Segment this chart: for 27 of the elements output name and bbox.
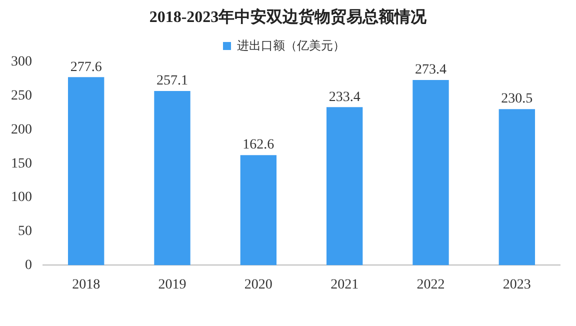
data-label: 162.6 — [242, 138, 274, 153]
bar — [154, 91, 190, 266]
bar — [498, 109, 536, 266]
bar — [68, 77, 104, 266]
data-label: 277.6 — [70, 60, 102, 75]
x-tick-label: 2021 — [330, 277, 359, 292]
bar — [326, 107, 363, 266]
data-label: 257.1 — [156, 74, 188, 89]
x-tick-label: 2018 — [72, 277, 100, 292]
y-tick-label: 50 — [18, 224, 32, 240]
legend-label: 进出口额（亿美元） — [237, 38, 345, 52]
x-tick-label: 2023 — [502, 277, 531, 292]
y-tick-label: 300 — [11, 54, 32, 70]
y-tick-label: 250 — [11, 88, 32, 104]
x-tick-label: 2022 — [416, 277, 445, 292]
y-tick-label: 200 — [11, 122, 32, 138]
bar — [412, 80, 449, 266]
y-tick-label: 150 — [11, 156, 32, 172]
bar — [240, 155, 277, 266]
y-tick-label: 0 — [25, 258, 32, 273]
y-tick-label: 100 — [11, 190, 32, 206]
data-label: 230.5 — [501, 92, 533, 107]
x-tick-label: 2020 — [244, 277, 272, 292]
data-label: 233.4 — [328, 90, 360, 105]
x-tick-label: 2019 — [158, 277, 186, 292]
data-label: 273.4 — [415, 62, 446, 78]
chart-title: 2018-2023年中安双边货物贸易总额情况 — [148, 7, 428, 28]
